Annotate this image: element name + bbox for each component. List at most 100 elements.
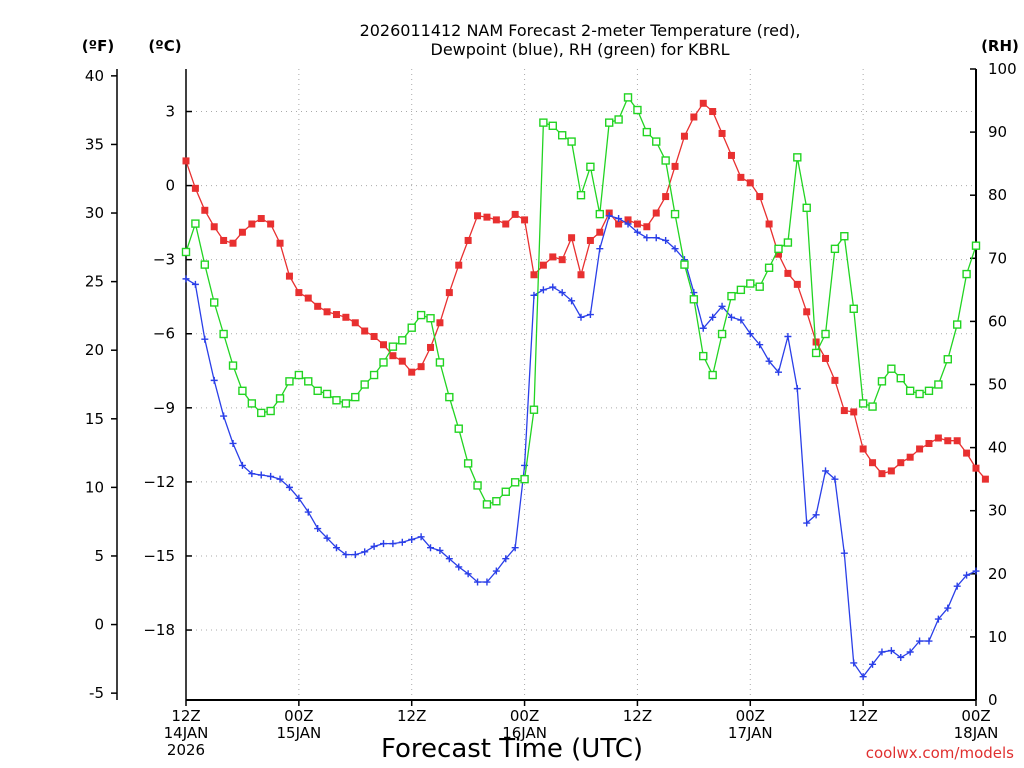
temperature-point bbox=[831, 376, 839, 384]
fahrenheit-unit-label: (ºF) bbox=[82, 37, 114, 55]
rh-point bbox=[774, 244, 783, 254]
rh-point bbox=[492, 497, 501, 506]
dewpoint-point bbox=[737, 316, 745, 324]
dewpoint-point bbox=[229, 439, 237, 447]
rh-point bbox=[840, 232, 849, 241]
dewpoint-point bbox=[210, 376, 218, 384]
rh-point bbox=[210, 298, 219, 307]
dewpoint-point bbox=[549, 283, 557, 291]
x-tick-label: 16JAN bbox=[502, 724, 547, 742]
temperature-point bbox=[718, 129, 726, 137]
temperature-point bbox=[887, 467, 895, 475]
series-rh bbox=[181, 93, 981, 509]
temperature-point bbox=[285, 272, 293, 280]
celsius-tick-label: −18 bbox=[143, 621, 175, 639]
temperature-point bbox=[191, 184, 199, 192]
rh-point bbox=[501, 487, 510, 496]
temperature-point bbox=[351, 319, 359, 327]
dewpoint-point bbox=[370, 542, 378, 550]
rh-point bbox=[548, 121, 557, 130]
dewpoint-point bbox=[709, 313, 717, 321]
rh-point bbox=[830, 244, 840, 254]
dewpoint-point bbox=[380, 540, 387, 548]
fahrenheit-tick-label: 0 bbox=[94, 616, 104, 634]
temperature-point bbox=[812, 338, 820, 346]
temperature-point bbox=[775, 250, 782, 258]
dewpoint-point bbox=[539, 286, 547, 294]
temperature-point bbox=[680, 132, 688, 140]
x-tick-label: 12Z bbox=[623, 707, 652, 725]
temperature-point bbox=[633, 220, 641, 228]
temperature-point bbox=[746, 179, 754, 187]
dewpoint-point bbox=[944, 604, 952, 612]
rh-tick-label: 60 bbox=[988, 312, 1007, 330]
rh-point bbox=[275, 394, 285, 403]
temperature-point bbox=[803, 308, 811, 316]
dewpoint-point bbox=[351, 551, 359, 559]
rh-point bbox=[905, 386, 915, 396]
rh-point bbox=[379, 358, 388, 367]
dewpoint-point bbox=[803, 519, 811, 527]
dewpoint-point bbox=[445, 555, 453, 563]
temperature-point bbox=[332, 311, 340, 319]
dewpoint-point bbox=[398, 538, 406, 546]
temperature-point bbox=[511, 210, 519, 218]
temperature-point bbox=[671, 162, 679, 170]
rh-point bbox=[934, 380, 943, 389]
rh-point bbox=[887, 364, 896, 373]
x-tick-label: 18JAN bbox=[954, 724, 999, 742]
temperature-point bbox=[539, 261, 547, 269]
temperature-point bbox=[577, 271, 585, 279]
temperature-point bbox=[483, 213, 491, 221]
temperature-point bbox=[925, 439, 933, 447]
axes: -50510152025303540−18−15−12−9−6−30301020… bbox=[85, 60, 1017, 759]
rh-point bbox=[341, 399, 351, 408]
rh-tick-label: 20 bbox=[988, 565, 1007, 583]
dewpoint-point bbox=[869, 660, 877, 668]
rh-point bbox=[821, 329, 830, 339]
temperature-point bbox=[398, 357, 406, 365]
fahrenheit-tick-label: 25 bbox=[85, 273, 104, 291]
temperature-point bbox=[427, 343, 435, 351]
x-tick-label: 2026 bbox=[167, 741, 205, 759]
dewpoint-point bbox=[511, 544, 519, 552]
dewpoint-point bbox=[756, 341, 764, 349]
chart-title-line-2: Dewpoint (blue), RH (green) for KBRL bbox=[431, 40, 730, 59]
rh-point bbox=[407, 323, 416, 332]
temperature-point bbox=[624, 216, 632, 224]
temperature-point bbox=[474, 212, 482, 220]
rh-point bbox=[727, 291, 736, 301]
temperature-point bbox=[370, 332, 378, 340]
dewpoint-point bbox=[295, 494, 303, 502]
dewpoint-point bbox=[201, 335, 209, 343]
rh-point bbox=[708, 370, 717, 380]
temperature-point bbox=[568, 234, 576, 242]
dewpoint-point bbox=[577, 313, 585, 321]
rh-point bbox=[689, 295, 699, 304]
x-axis-title: Forecast Time (UTC) bbox=[381, 734, 643, 764]
temperature-point bbox=[248, 220, 256, 228]
temperature-point bbox=[850, 408, 858, 416]
rh-point bbox=[868, 402, 877, 411]
temperature-point bbox=[361, 327, 369, 335]
dewpoint-point bbox=[972, 567, 980, 575]
fahrenheit-tick-label: 15 bbox=[85, 410, 104, 428]
dewpoint-point bbox=[408, 536, 416, 544]
temperature-point bbox=[210, 223, 218, 231]
dewpoint-point bbox=[568, 297, 576, 305]
rh-point bbox=[360, 380, 369, 389]
dewpoint-point bbox=[417, 533, 425, 541]
dewpoint-point bbox=[615, 215, 623, 223]
x-tick-label: 00Z bbox=[510, 707, 539, 725]
rh-point bbox=[257, 408, 266, 418]
rh-point bbox=[567, 137, 576, 146]
dewpoint-point bbox=[953, 582, 961, 590]
temperature-point bbox=[878, 470, 886, 478]
temperature-point bbox=[521, 216, 529, 224]
temperature-point bbox=[220, 236, 228, 244]
x-tick-label: 17JAN bbox=[728, 724, 773, 742]
rh-point bbox=[463, 459, 473, 468]
dewpoint-point bbox=[916, 637, 924, 645]
x-tick-label: 12Z bbox=[397, 707, 426, 725]
